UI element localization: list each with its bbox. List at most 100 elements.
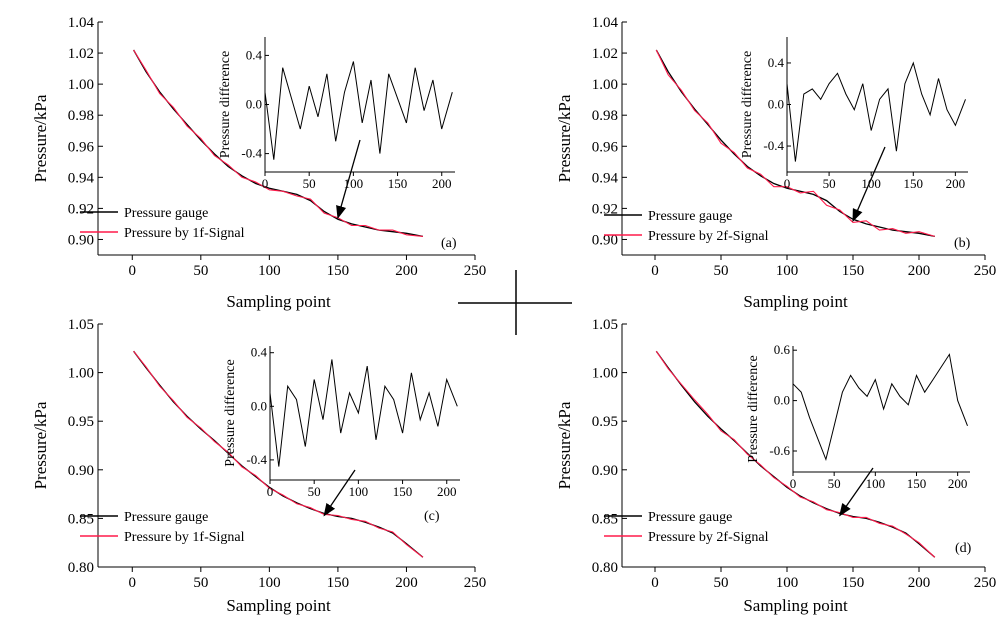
x-tick-label: 250 bbox=[464, 575, 487, 591]
y-tick-label: 0.90 bbox=[68, 463, 94, 479]
y-tick-label: 1.00 bbox=[68, 366, 94, 382]
x-tick-label: 250 bbox=[974, 575, 997, 591]
x-tick-label: 100 bbox=[776, 263, 799, 279]
inset-y-axis-title: Pressure difference bbox=[740, 51, 755, 158]
x-tick-label: 0 bbox=[651, 575, 659, 591]
x-tick-label: 150 bbox=[842, 575, 865, 591]
legend-entry: Pressure gauge bbox=[648, 510, 732, 525]
inset-y-tick-label: -0.4 bbox=[763, 138, 784, 153]
inset-series-line bbox=[269, 359, 458, 467]
y-tick-label: 0.90 bbox=[592, 232, 618, 248]
y-tick-label: 0.85 bbox=[592, 511, 618, 527]
x-tick-label: 200 bbox=[395, 263, 418, 279]
y-tick-label: 1.05 bbox=[68, 317, 94, 333]
inset-y-tick-label: 0.0 bbox=[768, 97, 784, 112]
callout-arrow bbox=[323, 469, 356, 517]
legend-entry: Pressure gauge bbox=[648, 209, 732, 224]
inset-x-tick-label: 150 bbox=[907, 476, 927, 491]
callout-arrow bbox=[336, 139, 361, 219]
inset-series-line bbox=[792, 353, 968, 462]
inset-y-axis-title: Pressure difference bbox=[746, 355, 761, 462]
inset-y-tick-label: -0.6 bbox=[769, 443, 790, 458]
x-tick-label: 200 bbox=[908, 263, 931, 279]
inset-y-tick-label: 0.6 bbox=[774, 342, 791, 357]
inset-x-tick-label: 200 bbox=[432, 176, 452, 191]
inset-x-tick-label: 0 bbox=[262, 176, 269, 191]
legend-entry: Pressure gauge bbox=[124, 206, 208, 221]
y-tick-label: 0.94 bbox=[592, 170, 619, 186]
callout-arrow bbox=[839, 467, 874, 517]
panel-label: (b) bbox=[954, 236, 971, 251]
legend-entry: Pressure by 2f-Signal bbox=[648, 530, 769, 545]
inset-x-tick-label: 0 bbox=[784, 176, 791, 191]
x-tick-label: 0 bbox=[129, 263, 137, 279]
y-tick-label: 0.95 bbox=[592, 414, 618, 430]
panel-label: (d) bbox=[955, 541, 972, 556]
chart-panel-2: 0.90 0.92 0.94 0.96 0.98 1.00 1.02 1.04 0 50 100 15… bbox=[555, 15, 996, 311]
y-tick-label: 0.80 bbox=[68, 560, 94, 576]
legend-entry: Pressure by 1f-Signal bbox=[124, 226, 245, 241]
x-tick-label: 150 bbox=[327, 263, 350, 279]
series-line-pressure-signal bbox=[655, 350, 936, 558]
inset-plot: -0.6 0.0 0.6 0 50 100 150 200 Pressure differenc… bbox=[746, 342, 970, 491]
y-tick-label: 0.85 bbox=[68, 511, 94, 527]
legend-entry: Pressure by 1f-Signal bbox=[124, 530, 245, 545]
legend-entry: Pressure gauge bbox=[124, 510, 208, 525]
inset-x-tick-label: 200 bbox=[437, 484, 457, 499]
inset-y-tick-label: 0.4 bbox=[251, 345, 268, 360]
inset-series-line bbox=[264, 61, 453, 160]
y-axis-title: Pressure/kPa bbox=[31, 94, 50, 182]
x-tick-label: 100 bbox=[258, 575, 281, 591]
inset-plot: -0.4 0.0 0.4 0 50 100 150 200 Pressure differenc… bbox=[223, 345, 460, 499]
series-line-pressure-signal bbox=[133, 49, 423, 237]
x-tick-label: 50 bbox=[714, 575, 729, 591]
x-tick-label: 200 bbox=[395, 575, 418, 591]
y-tick-label: 1.05 bbox=[592, 317, 618, 333]
inset-x-tick-label: 50 bbox=[308, 484, 321, 499]
x-tick-label: 50 bbox=[193, 263, 208, 279]
series-line-pressure-gauge bbox=[133, 350, 424, 558]
y-tick-label: 1.02 bbox=[68, 46, 94, 62]
x-tick-label: 250 bbox=[464, 263, 487, 279]
x-tick-label: 150 bbox=[842, 263, 865, 279]
y-tick-label: 0.92 bbox=[592, 201, 618, 217]
y-tick-label: 0.95 bbox=[68, 414, 94, 430]
inset-plot: -0.4 0.0 0.4 0 50 100 150 200 Pressure differenc… bbox=[740, 37, 968, 191]
inset-x-tick-label: 150 bbox=[904, 176, 924, 191]
inset-x-tick-label: 50 bbox=[828, 476, 841, 491]
callout-arrow bbox=[852, 146, 886, 223]
y-tick-label: 0.94 bbox=[68, 170, 95, 186]
x-tick-label: 0 bbox=[129, 575, 137, 591]
inset-y-tick-label: -0.4 bbox=[241, 146, 262, 161]
inset-x-tick-label: 0 bbox=[267, 484, 274, 499]
center-cross bbox=[458, 270, 572, 335]
x-tick-label: 50 bbox=[193, 575, 208, 591]
panel-label: (a) bbox=[441, 236, 457, 251]
inset-y-tick-label: 0.0 bbox=[246, 97, 262, 112]
inset-x-tick-label: 200 bbox=[946, 176, 966, 191]
y-tick-label: 0.98 bbox=[592, 108, 618, 124]
inset-x-tick-label: 150 bbox=[388, 176, 408, 191]
inset-y-tick-label: 0.0 bbox=[251, 398, 267, 413]
y-tick-label: 1.00 bbox=[68, 77, 94, 93]
x-tick-label: 50 bbox=[714, 263, 729, 279]
inset-x-tick-label: 100 bbox=[866, 476, 886, 491]
y-tick-label: 0.80 bbox=[592, 560, 618, 576]
y-axis-title: Pressure/kPa bbox=[555, 94, 574, 182]
panel-label: (c) bbox=[424, 509, 440, 524]
inset-y-axis-title: Pressure difference bbox=[223, 359, 238, 466]
x-axis-title: Sampling point bbox=[743, 596, 848, 615]
y-tick-label: 0.90 bbox=[592, 463, 618, 479]
y-tick-label: 1.00 bbox=[592, 77, 618, 93]
x-axis-title: Sampling point bbox=[743, 292, 848, 311]
inset-x-tick-label: 150 bbox=[393, 484, 413, 499]
y-tick-label: 1.02 bbox=[592, 46, 618, 62]
y-tick-label: 1.04 bbox=[592, 15, 619, 31]
x-axis-title: Sampling point bbox=[226, 292, 331, 311]
x-tick-label: 150 bbox=[327, 575, 350, 591]
inset-y-axis-title: Pressure difference bbox=[218, 51, 233, 158]
y-tick-label: 0.98 bbox=[68, 108, 94, 124]
inset-series-line bbox=[786, 61, 966, 162]
y-tick-label: 0.96 bbox=[68, 139, 95, 155]
